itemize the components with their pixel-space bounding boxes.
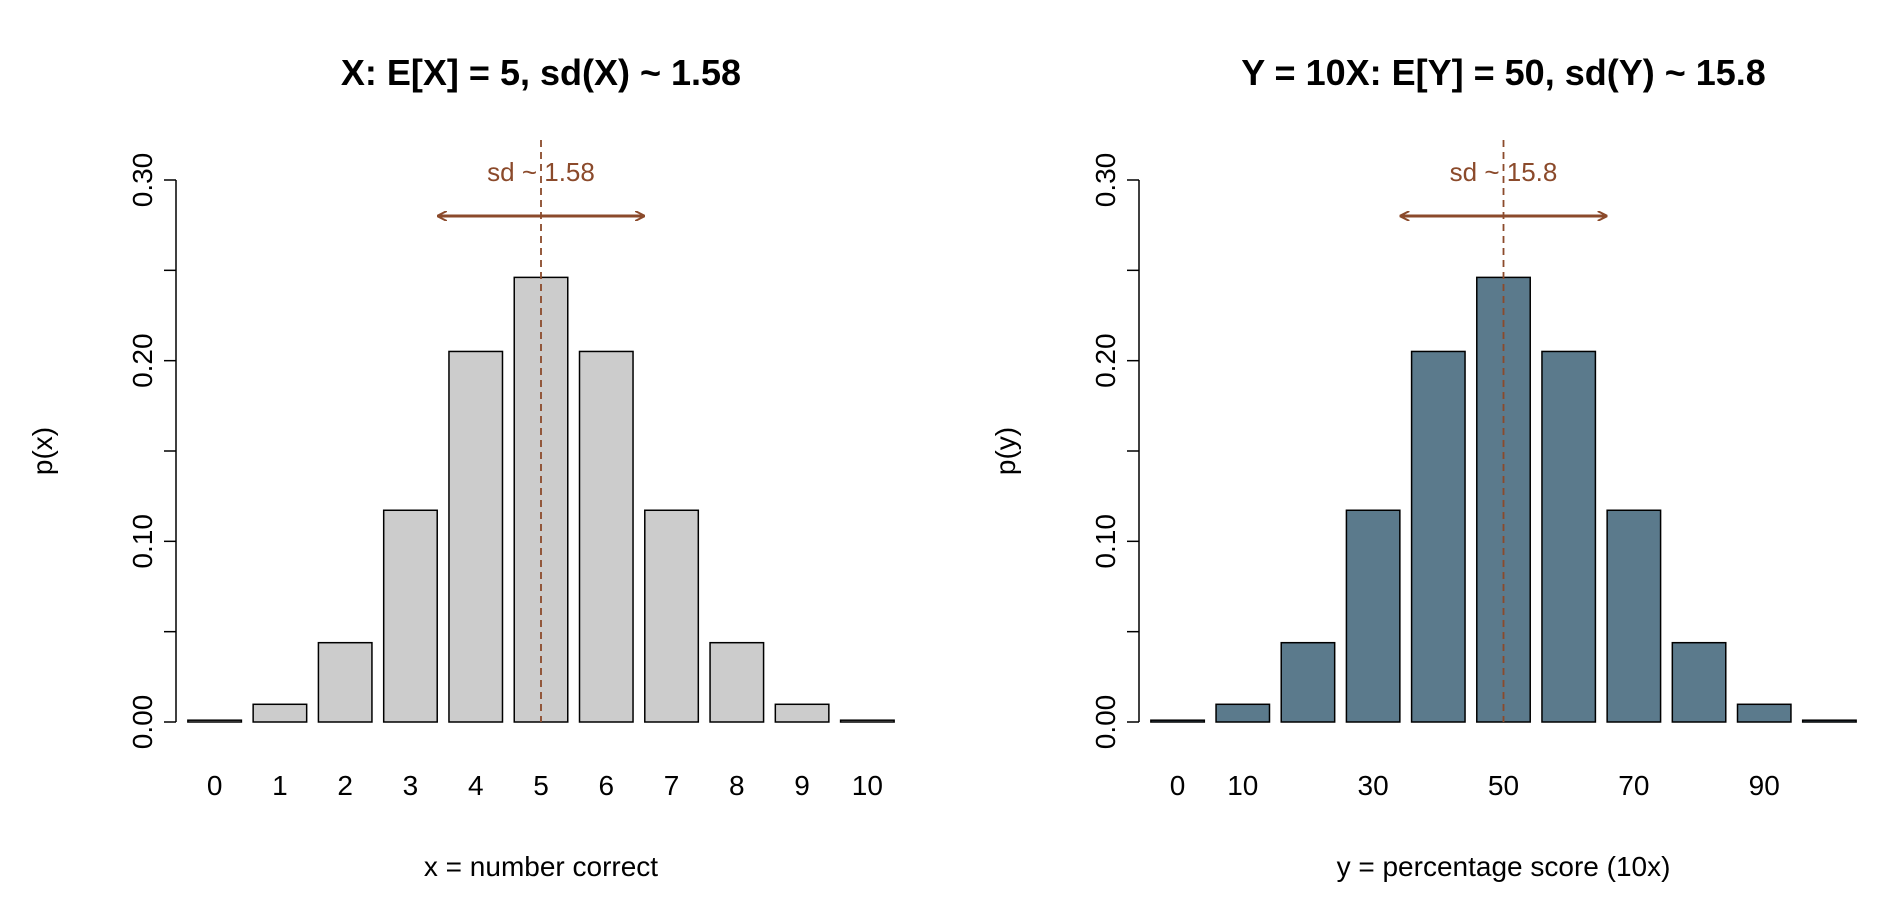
y-tick-label: 0.10 [127,514,158,569]
bar-2 [317,641,373,723]
bar-90 [1736,703,1792,723]
chart-title: X: E[X] = 5, sd(X) ~ 1.58 [341,52,741,93]
x-tick-label: 70 [1618,770,1649,801]
y-tick-label: 0.10 [1090,514,1121,569]
bar-0 [187,719,243,723]
bar-40 [1410,350,1466,723]
x-tick-label: 90 [1749,770,1780,801]
bar-30 [1345,509,1401,723]
x-tick-label: 10 [1227,770,1258,801]
x-tick-label: 1 [272,770,288,801]
x-tick-label: 0 [207,770,223,801]
x-axis-label: y = percentage score (10x) [1337,851,1671,882]
x-tick-label: 4 [468,770,484,801]
y-axis-label: p(y) [990,427,1021,475]
bar-0 [1150,719,1206,723]
x-tick-label: 5 [533,770,549,801]
bar-9 [774,703,830,723]
bar-3 [382,509,438,723]
x-tick-label: 7 [664,770,680,801]
bar-4 [448,350,504,723]
y-tick-label: 0.20 [127,333,158,388]
bar-80 [1671,641,1727,723]
bar-10 [839,719,895,723]
left-panel: X: E[X] = 5, sd(X) ~ 1.58 x = number cor… [27,52,895,882]
bar-60 [1541,350,1597,723]
x-tick-label: 6 [598,770,614,801]
plot-marks: 0.00 0.10 0.20 0.30 0 10 30 50 70 90 [1090,140,1857,801]
y-tick-label: 0.00 [127,695,158,750]
bar-7 [644,509,700,723]
x-tick-label: 2 [337,770,353,801]
bar-8 [709,641,765,723]
x-tick-label: 10 [852,770,883,801]
bar-70 [1606,509,1662,723]
bar-20 [1280,641,1336,723]
x-tick-label: 50 [1488,770,1519,801]
x-axis-label: x = number correct [424,851,658,882]
right-panel: Y = 10X: E[Y] = 50, sd(Y) ~ 15.8 y = per… [990,52,1857,882]
chart-title: Y = 10X: E[Y] = 50, sd(Y) ~ 15.8 [1241,52,1766,93]
x-tick-label: 30 [1358,770,1389,801]
x-tick-label: 0 [1170,770,1186,801]
bar-100 [1801,719,1857,723]
bar-6 [578,350,634,723]
y-tick-label: 0.00 [1090,695,1121,750]
y-tick-label: 0.20 [1090,333,1121,388]
plot-marks: 0.00 0.10 0.20 0.30 0 1 2 3 4 5 6 7 8 9 10 [127,140,895,801]
bar-1 [252,703,308,723]
x-tick-label: 3 [403,770,419,801]
y-tick-label: 0.30 [127,153,158,208]
x-tick-label: 8 [729,770,745,801]
bar-10 [1215,703,1271,723]
y-axis-label: p(x) [27,427,58,475]
x-tick-label: 9 [794,770,810,801]
y-tick-label: 0.30 [1090,153,1121,208]
